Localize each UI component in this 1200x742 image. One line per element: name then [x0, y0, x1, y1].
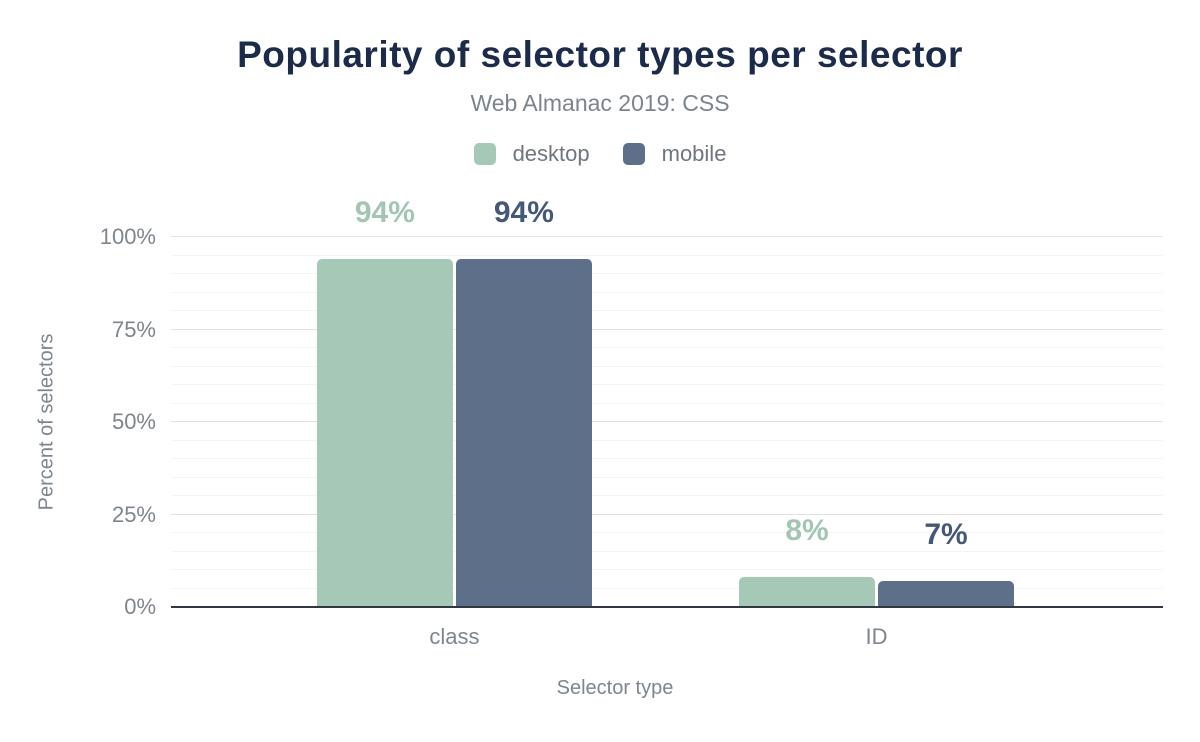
major-gridline-25 — [171, 513, 1163, 515]
minor-gridline-95 — [171, 254, 1163, 256]
chart-title: Popularity of selector types per selecto… — [237, 34, 963, 75]
minor-gridline-45 — [171, 439, 1163, 441]
data-label-ID-desktop: 8% — [785, 514, 829, 548]
minor-gridline-70 — [171, 347, 1163, 348]
major-gridline-75 — [171, 328, 1163, 330]
chart-subtitle: Web Almanac 2019: CSS — [470, 90, 730, 116]
major-gridline-100 — [171, 236, 1163, 237]
minor-gridline-85 — [171, 291, 1163, 293]
minor-gridline-40 — [171, 458, 1163, 459]
legend-swatch-mobile — [622, 143, 645, 165]
minor-gridline-35 — [171, 476, 1163, 478]
x-tick-ID: ID — [865, 624, 888, 649]
bar-ID-mobile — [878, 581, 1014, 607]
y-tick-25%: 25% — [111, 501, 156, 527]
legend: desktop mobile — [0, 141, 1200, 167]
major-gridline-50 — [171, 421, 1163, 422]
x-axis-title: Selector type — [556, 677, 674, 699]
y-tick-0%: 0% — [124, 594, 156, 619]
minor-gridline-55 — [171, 402, 1163, 404]
data-label-ID-mobile: 7% — [924, 518, 968, 552]
bar-class-desktop — [316, 259, 453, 607]
data-label-class-desktop: 94% — [354, 196, 415, 230]
minor-gridline-10 — [171, 569, 1163, 570]
legend-swatch-desktop — [473, 143, 496, 165]
minor-gridline-30 — [171, 495, 1163, 496]
y-tick-50%: 50% — [111, 409, 156, 434]
minor-gridline-5 — [171, 587, 1163, 589]
y-tick-75%: 75% — [111, 316, 156, 342]
minor-gridline-80 — [171, 310, 1163, 311]
minor-gridline-65 — [171, 365, 1163, 367]
legend-item-desktop: desktop — [473, 141, 590, 167]
x-axis-line — [171, 606, 1163, 608]
bar-class-mobile — [455, 259, 592, 607]
bar-ID-desktop — [739, 577, 875, 607]
x-tick-class: class — [429, 624, 480, 649]
data-label-class-mobile: 94% — [493, 196, 554, 230]
legend-item-mobile: mobile — [622, 141, 727, 167]
minor-gridline-60 — [171, 384, 1163, 385]
minor-gridline-15 — [171, 550, 1163, 552]
legend-label-mobile: mobile — [661, 141, 727, 166]
y-tick-100%: 100% — [99, 224, 156, 249]
legend-label-desktop: desktop — [512, 141, 590, 166]
minor-gridline-90 — [171, 273, 1163, 274]
minor-gridline-20 — [171, 532, 1163, 533]
plot-area: 94% 94% 8% 7% — [171, 197, 1163, 608]
